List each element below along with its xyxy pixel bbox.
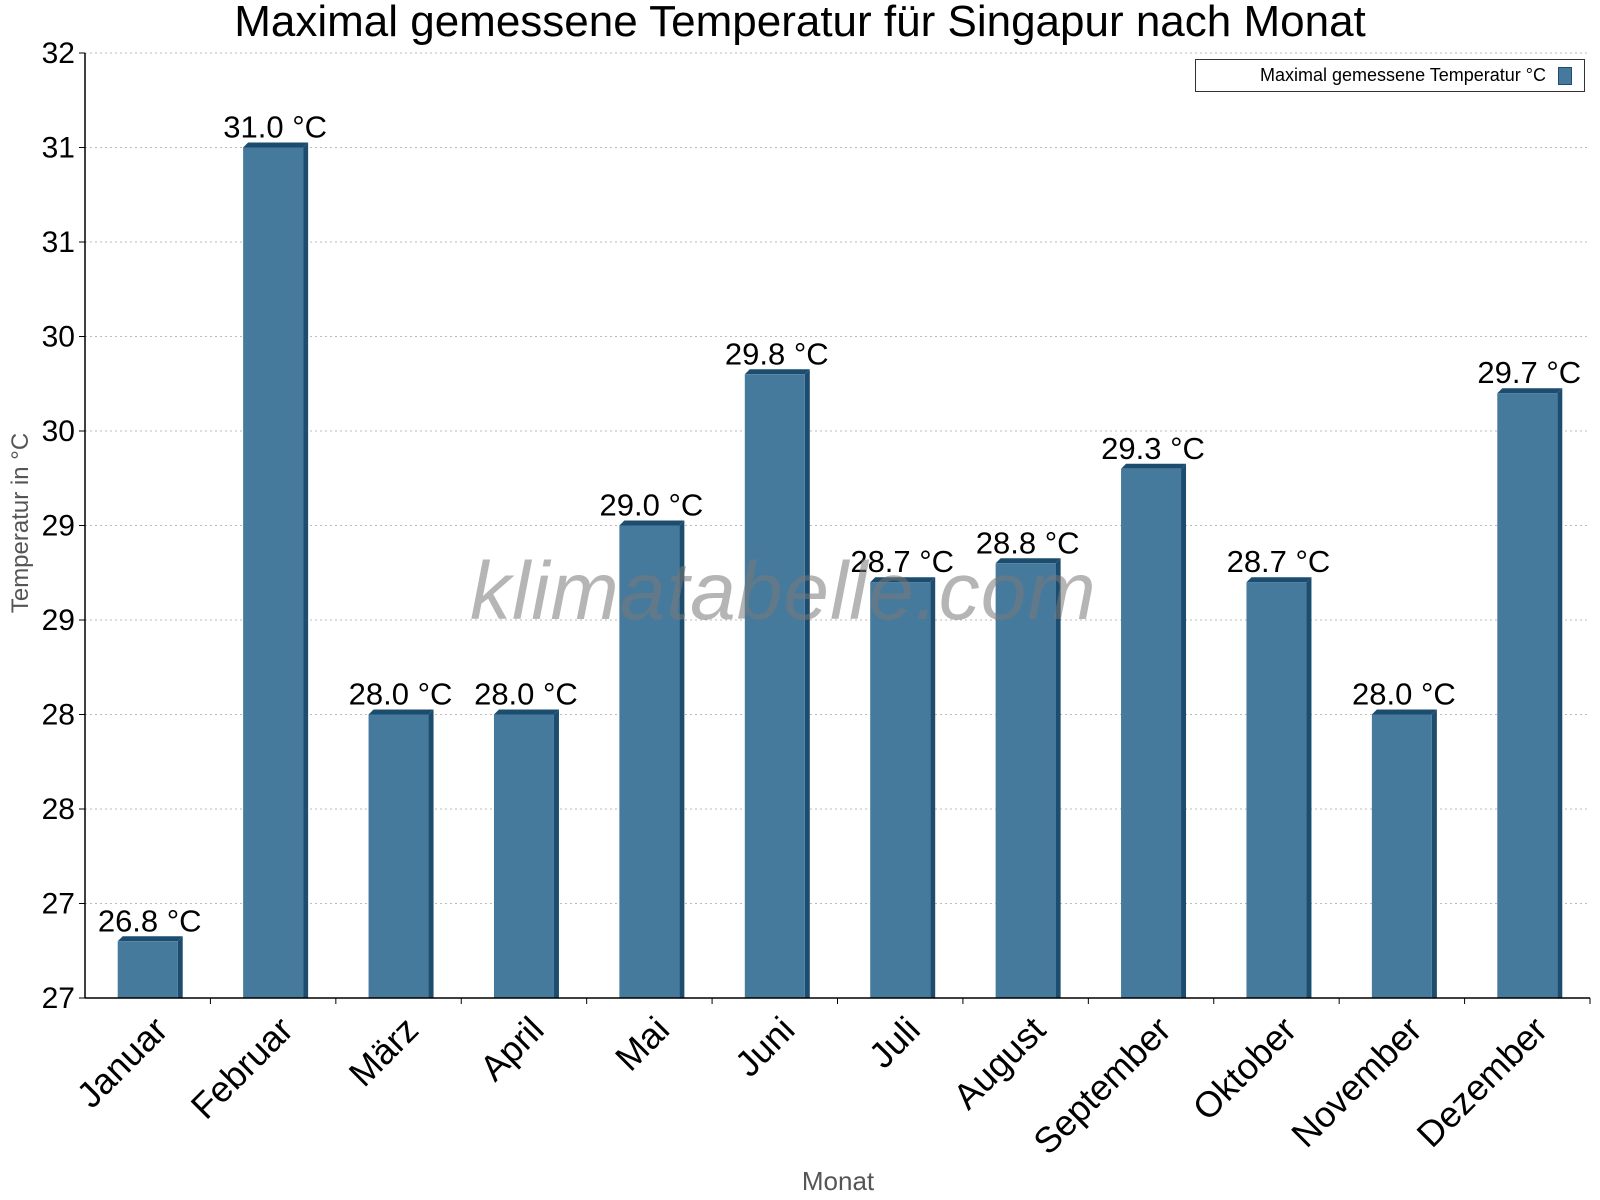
bar-top (368, 709, 434, 715)
bar-top (117, 936, 183, 942)
bar-top (995, 558, 1061, 564)
y-tick-label: 27 (42, 888, 75, 921)
x-tick-label: Oktober (1185, 1009, 1305, 1129)
bar-value-label: 28.8 °C (976, 525, 1080, 560)
legend-label: Maximal gemessene Temperatur °C (1260, 65, 1546, 85)
bar-side (679, 520, 685, 998)
x-tick-label: September (1025, 1009, 1179, 1163)
bar (1121, 468, 1182, 998)
y-tick-label: 32 (42, 37, 75, 70)
bar (1371, 714, 1432, 998)
bar-side (428, 709, 434, 998)
bar (493, 714, 554, 998)
x-tick-label: November (1283, 1009, 1429, 1155)
bar-value-label: 28.0 °C (1352, 677, 1456, 712)
bar-value-label: 28.0 °C (474, 677, 578, 712)
legend-swatch (1558, 66, 1572, 85)
bar-side (1557, 388, 1563, 998)
bar (243, 147, 304, 998)
bar-top (1371, 709, 1437, 715)
bar-value-label: 28.7 °C (1227, 544, 1331, 579)
bar (368, 714, 429, 998)
y-tick-label: 28 (42, 793, 75, 826)
bar-top (870, 577, 936, 583)
bar-top (619, 520, 685, 526)
bar (870, 582, 931, 998)
bar-side (303, 142, 309, 998)
bar-value-label: 29.8 °C (725, 336, 829, 371)
bar-value-label: 28.0 °C (349, 677, 453, 712)
axis-layer: 27 27 28 28 29 29 30 30 31 31 32 (42, 37, 1591, 1015)
chart-title: Maximal gemessene Temperatur für Singapu… (234, 0, 1366, 46)
x-tick-label: August (945, 1009, 1053, 1117)
bar-value-label: 29.3 °C (1101, 431, 1205, 466)
bar-value-label: 28.7 °C (850, 544, 954, 579)
bar (995, 563, 1056, 998)
y-tick-label: 28 (42, 699, 75, 732)
x-tick-label: Dezember (1409, 1009, 1555, 1155)
y-tick-label: 29 (42, 604, 75, 637)
bar-value-label: 31.0 °C (223, 110, 327, 145)
x-tick-label: Februar (183, 1009, 301, 1127)
x-tick-label: Januar (69, 1009, 176, 1116)
bar-top (1497, 388, 1563, 394)
x-tick-label: April (472, 1009, 552, 1089)
bar-value-label: 29.7 °C (1477, 355, 1581, 390)
bar-side (553, 709, 559, 998)
bar (619, 525, 680, 998)
x-axis-title: Monat (802, 1166, 875, 1196)
x-tick-label: Mai (607, 1009, 677, 1079)
bar (117, 941, 178, 998)
watermark: klimatabelle.com (470, 546, 1097, 637)
bar-side (1055, 558, 1061, 998)
bar-side (1306, 577, 1312, 998)
bar-side (177, 936, 183, 998)
y-tick-label: 31 (42, 226, 75, 259)
y-tick-label: 27 (42, 982, 75, 1015)
bar-value-label: 26.8 °C (98, 903, 202, 938)
bar-top (1246, 577, 1312, 583)
bars-layer (117, 142, 1563, 998)
y-tick-label: 30 (42, 321, 75, 354)
grid-layer (85, 52, 1590, 904)
legend: Maximal gemessene Temperatur °C (1195, 59, 1585, 92)
bar-side (1431, 709, 1437, 998)
bar-side (1181, 463, 1187, 998)
bar-value-label: 29.0 °C (600, 488, 704, 523)
bar (744, 374, 805, 998)
x-tick-label: Juli (861, 1009, 928, 1076)
bar (1497, 393, 1558, 998)
bar-top (744, 369, 810, 375)
y-tick-label: 29 (42, 510, 75, 543)
bar-top (1121, 463, 1187, 469)
x-tick-label: Juni (727, 1009, 803, 1085)
y-tick-label: 31 (42, 132, 75, 165)
bar-side (930, 577, 936, 998)
bar (1246, 582, 1307, 998)
bar-side (804, 369, 810, 998)
bar-top (243, 142, 309, 148)
y-axis-title: Temperatur in °C (7, 433, 34, 613)
x-tick-label: März (341, 1009, 427, 1095)
bar-top (493, 709, 559, 715)
y-tick-label: 30 (42, 415, 75, 448)
